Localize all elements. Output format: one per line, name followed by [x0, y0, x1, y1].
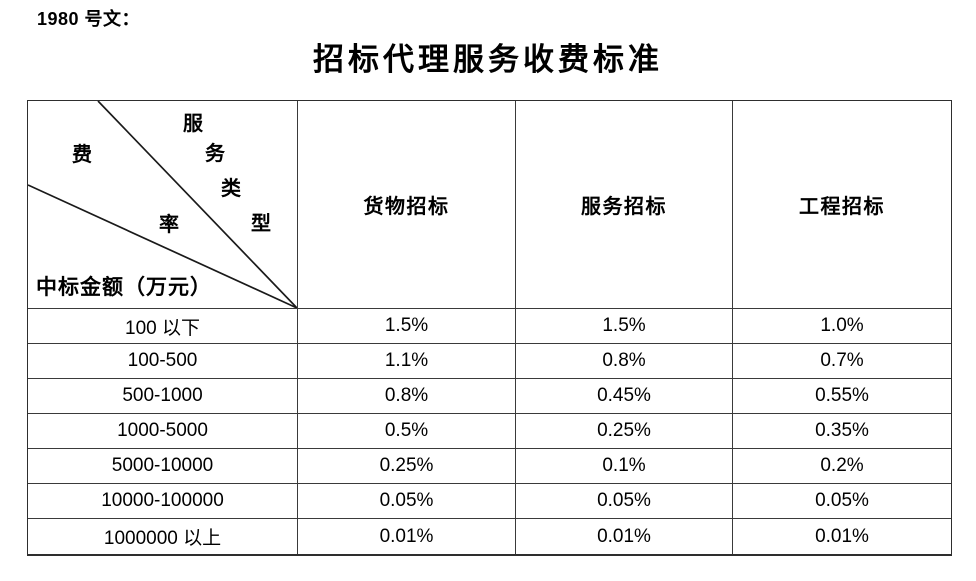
row-label: 100-500	[28, 344, 298, 379]
fee-cell-services: 0.25%	[516, 414, 733, 449]
doc-ref: 1980 号文：	[37, 9, 141, 29]
fee-cell-services: 0.05%	[516, 484, 733, 519]
fee-cell-works: 1.0%	[733, 309, 951, 344]
service-type-char: 服	[183, 113, 203, 135]
service-type-char: 务	[205, 143, 225, 165]
fee-cell-goods: 1.5%	[298, 309, 516, 344]
row-label: 500-1000	[28, 379, 298, 414]
fee-cell-works: 0.7%	[733, 344, 951, 379]
amount-axis-label: 中标金额（万元）	[36, 275, 212, 299]
column-header-services: 服务招标	[516, 101, 733, 309]
fee-cell-works: 0.05%	[733, 484, 951, 519]
fee-rate-char: 费	[72, 144, 92, 166]
fee-cell-works: 0.55%	[733, 379, 951, 414]
row-label: 100 以下	[28, 309, 298, 344]
service-type-char: 型	[251, 213, 271, 235]
fee-cell-services: 0.8%	[516, 344, 733, 379]
row-label: 1000-5000	[28, 414, 298, 449]
diagonal-header-cell: 服 务 类 型 费 率 中标金额（万元）	[28, 101, 298, 309]
diagonal-lines	[28, 101, 297, 308]
column-header-works: 工程招标	[733, 101, 951, 309]
fee-rate-char: 率	[159, 214, 179, 236]
service-type-char: 类	[221, 178, 241, 200]
fee-cell-goods: 1.1%	[298, 344, 516, 379]
row-label: 1000000 以上	[28, 519, 298, 554]
column-header-goods: 货物招标	[298, 101, 516, 309]
fee-cell-goods: 0.01%	[298, 519, 516, 554]
fee-cell-goods: 0.05%	[298, 484, 516, 519]
fee-cell-services: 0.45%	[516, 379, 733, 414]
fee-cell-works: 0.2%	[733, 449, 951, 484]
fee-cell-services: 1.5%	[516, 309, 733, 344]
fee-cell-goods: 0.5%	[298, 414, 516, 449]
row-label: 5000-10000	[28, 449, 298, 484]
fee-cell-services: 0.01%	[516, 519, 733, 554]
page-title: 招标代理服务收费标准	[313, 42, 663, 77]
fee-table: 服 务 类 型 费 率 中标金额（万元） 货物招标 服务招标 工程招标 100 …	[27, 100, 952, 556]
fee-cell-works: 0.01%	[815, 525, 869, 547]
fee-cell-works: 0.35%	[733, 414, 951, 449]
fee-cell-goods: 0.25%	[298, 449, 516, 484]
fee-cell-services: 0.1%	[516, 449, 733, 484]
fee-cell-goods: 0.8%	[298, 379, 516, 414]
row-label: 10000-100000	[28, 484, 298, 519]
